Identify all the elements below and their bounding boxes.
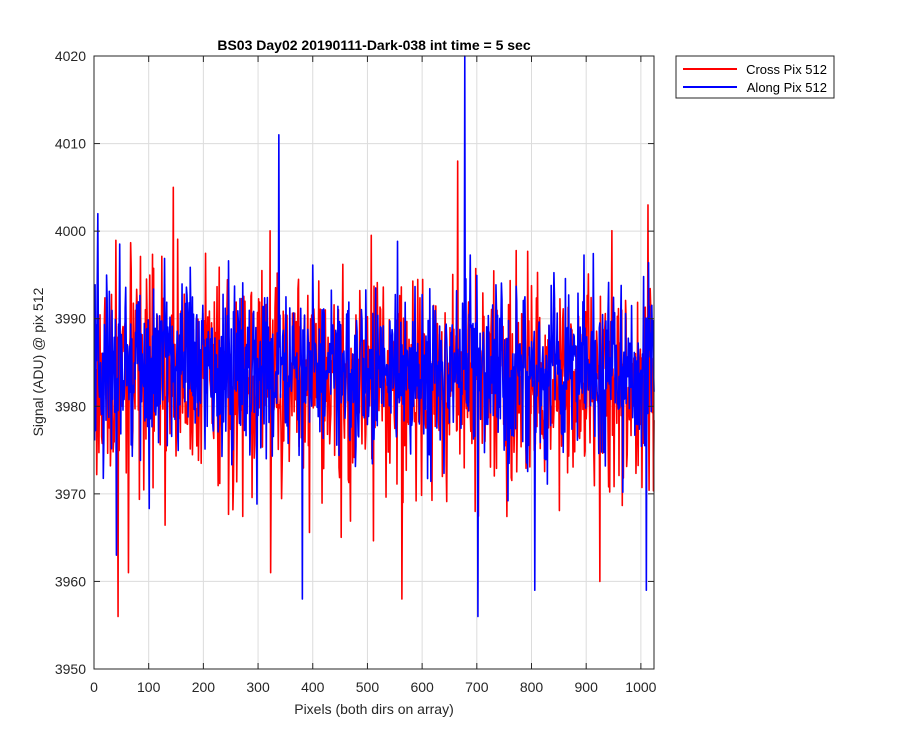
x-tick-label: 300	[246, 679, 270, 695]
x-tick-label: 900	[575, 679, 599, 695]
axis-ticks: 0 100 200 300 400 500 600 700 800 900 1000 3950 3960…	[55, 48, 657, 695]
x-tick-label: 700	[465, 679, 489, 695]
y-axis-label: Signal (ADU) @ pix 512	[30, 287, 46, 436]
x-tick-label: 400	[301, 679, 325, 695]
series-line-along	[93, 55, 655, 618]
y-tick-label: 4010	[55, 136, 86, 152]
y-tick-label: 3950	[55, 661, 86, 677]
x-tick-label: 1000	[625, 679, 656, 695]
x-tick-label: 100	[137, 679, 161, 695]
x-tick-label: 500	[356, 679, 380, 695]
plot-frame	[93, 55, 655, 670]
x-tick-label: 800	[520, 679, 544, 695]
x-tick-label: 600	[410, 679, 434, 695]
y-tick-label: 4020	[55, 48, 86, 64]
y-tick-label: 3960	[55, 573, 86, 589]
y-tick-label: 3990	[55, 311, 86, 327]
legend-box	[675, 55, 835, 99]
y-tick-label: 3970	[55, 486, 86, 502]
y-tick-label: 3980	[55, 398, 86, 414]
chart-title: BS03 Day02 20190111-Dark-038 int time = …	[217, 37, 530, 53]
x-axis-label: Pixels (both dirs on array)	[294, 701, 454, 717]
legend-label-along: Along Pix 512	[747, 80, 827, 95]
x-tick-label: 0	[90, 679, 98, 695]
x-tick-label: 200	[192, 679, 216, 695]
y-tick-label: 4000	[55, 223, 86, 239]
legend-label-cross: Cross Pix 512	[746, 62, 827, 77]
series-layer	[93, 55, 655, 618]
legend: Cross Pix 512 Along Pix 512	[675, 55, 835, 99]
